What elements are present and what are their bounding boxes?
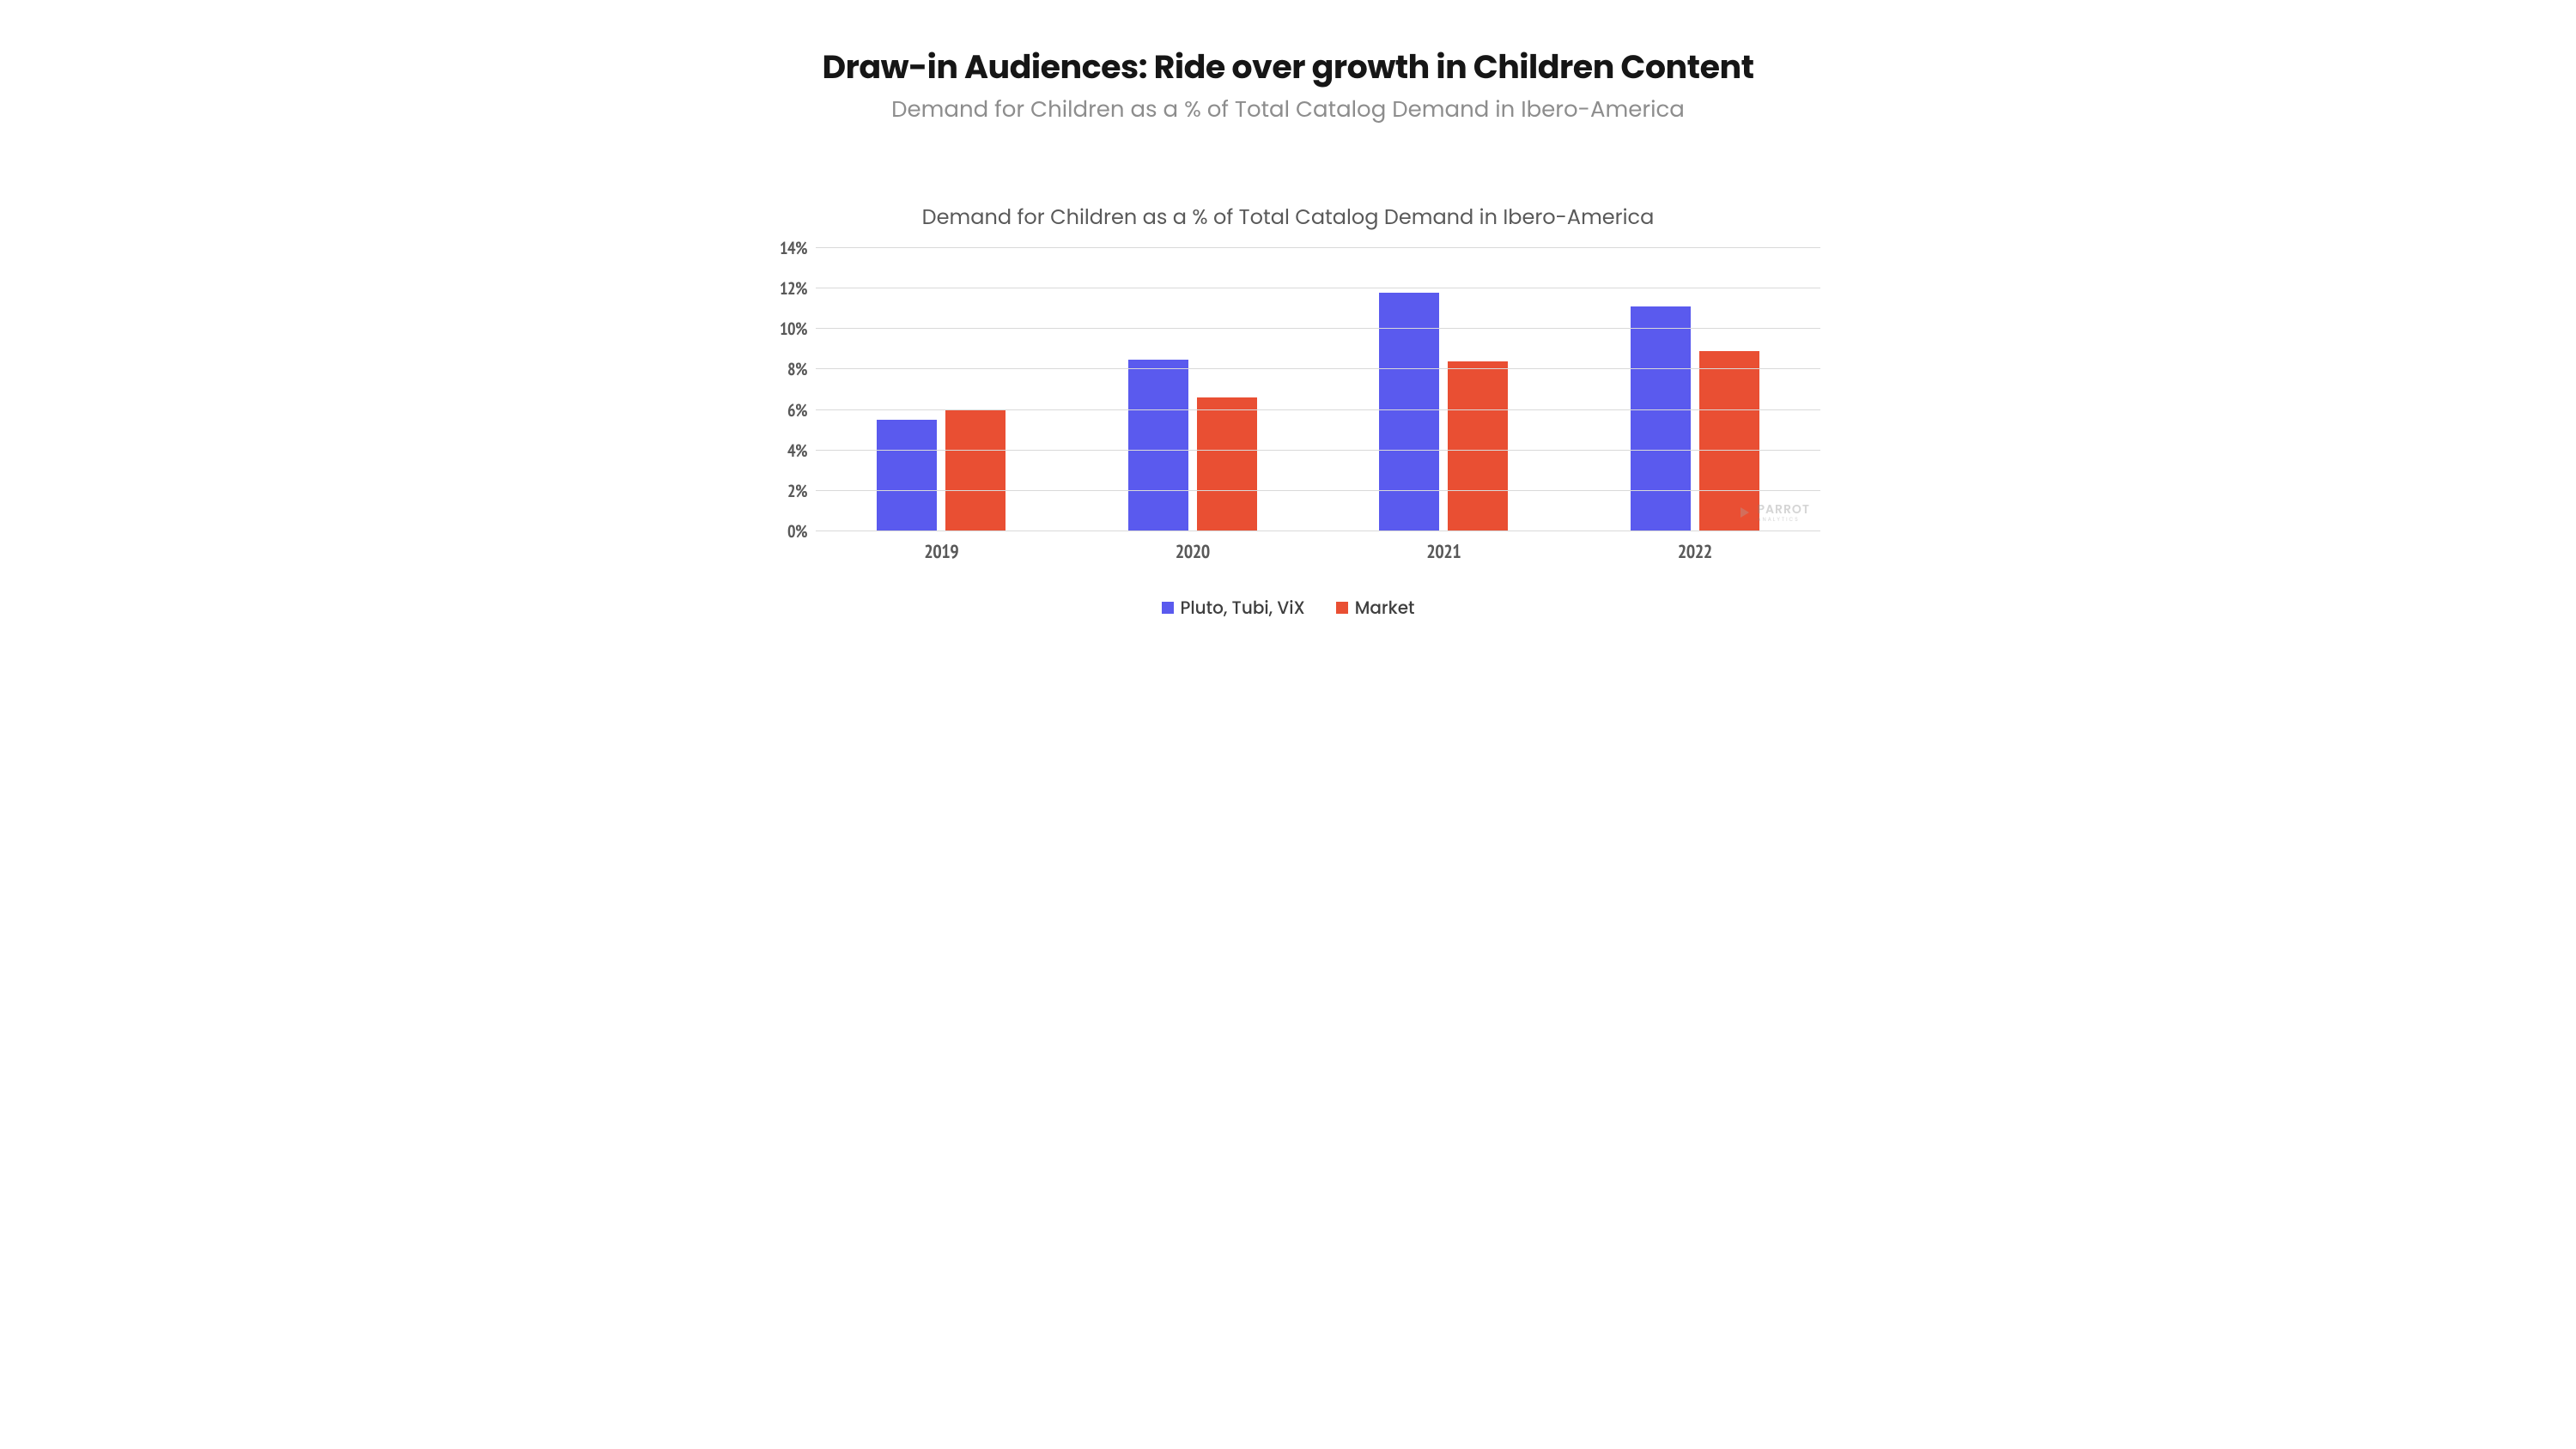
x-axis-label: 2021 [1318,540,1570,564]
y-axis-label: 2% [769,480,807,502]
y-axis-label: 8% [769,358,807,380]
x-axis-label: 2019 [816,540,1067,564]
watermark-brand: PARROT [1757,500,1810,518]
y-axis-label: 0% [769,520,807,543]
watermark: PARROT ANALYTICS [1738,500,1810,524]
grid-line [816,409,1820,410]
y-axis-label: 4% [769,440,807,462]
bar [1448,361,1508,531]
legend-item: Market [1336,595,1415,621]
category-group [1067,248,1319,531]
grid-line [816,530,1820,531]
chart-title: Demand for Children as a % of Total Cata… [922,203,1655,233]
bar [1197,397,1257,531]
y-axis-label: 12% [769,277,807,300]
y-axis-label: 10% [769,318,807,340]
legend-label: Pluto, Tubi, ViX [1181,595,1305,621]
y-axis-label: 6% [769,399,807,421]
bar [877,420,937,531]
bars-row [816,248,1820,531]
category-group [1570,248,1821,531]
play-icon [1738,506,1752,519]
category-group [1318,248,1570,531]
page-subtitle: Demand for Children as a % of Total Cata… [891,94,1685,127]
category-group [816,248,1067,531]
x-axis-label: 2022 [1570,540,1821,564]
grid-line [816,490,1820,491]
y-axis-label: 14% [769,237,807,259]
legend: Pluto, Tubi, ViX Market [756,595,1820,621]
legend-swatch [1162,602,1174,614]
legend-item: Pluto, Tubi, ViX [1162,595,1305,621]
grid-line [816,450,1820,451]
legend-label: Market [1355,595,1415,621]
bar [945,410,1005,531]
grid-line [816,247,1820,248]
grid-line [816,328,1820,329]
x-axis-labels: 2019202020212022 [816,540,1820,564]
bar [1631,306,1691,531]
page-title: Draw-in Audiences: Ride over growth in C… [822,43,1753,92]
bar [1128,360,1188,531]
grid-line [816,368,1820,369]
legend-swatch [1336,602,1348,614]
plot-area: PARROT ANALYTICS 0%2%4%6%8%10%12%14% [816,248,1820,531]
x-axis-label: 2020 [1067,540,1319,564]
chart-container: PARROT ANALYTICS 0%2%4%6%8%10%12%14% 201… [756,248,1820,621]
